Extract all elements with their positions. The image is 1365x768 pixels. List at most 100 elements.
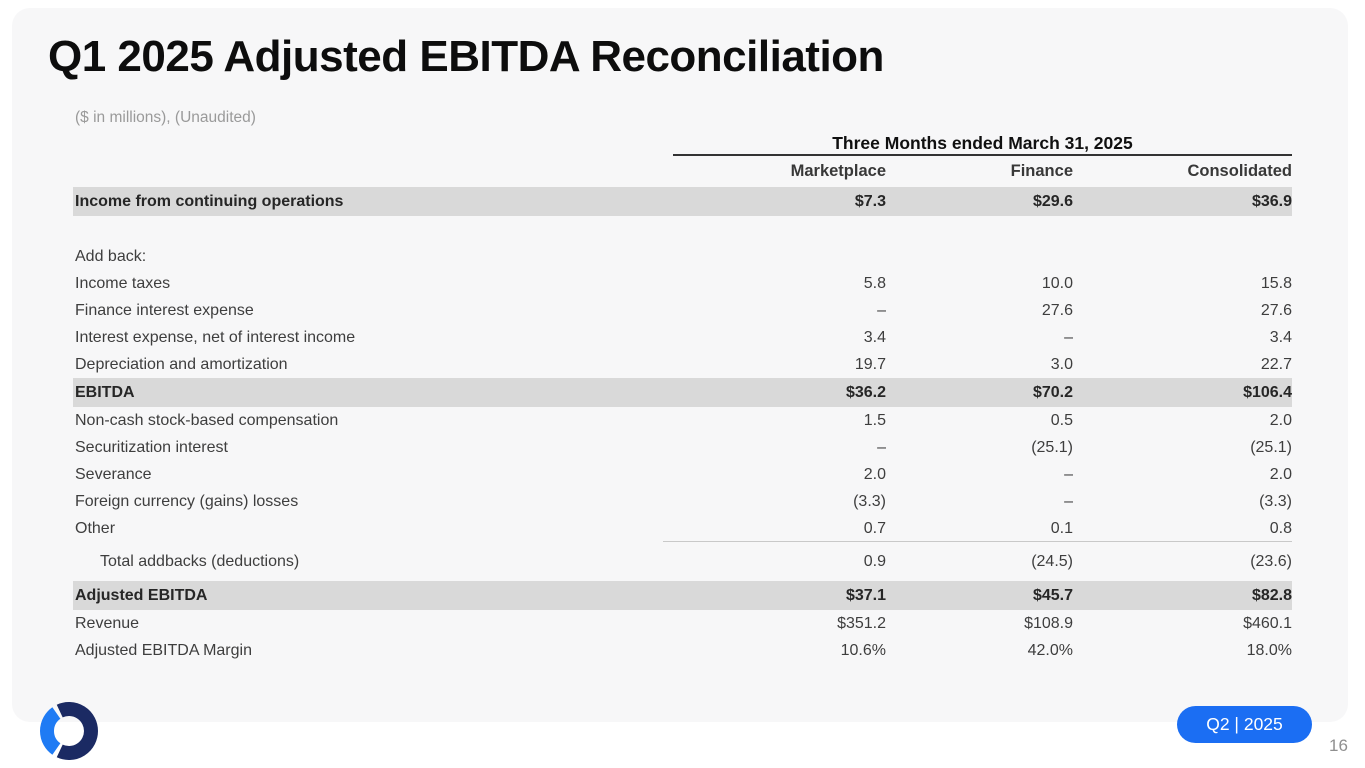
table-row: Non-cash stock-based compensation 1.5 0.5 2… <box>73 407 1292 434</box>
cell-marketplace: (3.3) <box>853 493 886 510</box>
table-row: Finance interest expense – 27.6 27.6 <box>73 297 1292 324</box>
cell-consolidated: 3.4 <box>1269 329 1292 346</box>
cell-finance: – <box>1064 493 1073 510</box>
row-label: Income from continuing operations <box>75 193 344 210</box>
table-row: Adjusted EBITDA $37.1 $45.7 $82.8 <box>73 581 1292 610</box>
cell-finance: $108.9 <box>1024 615 1073 632</box>
table-body: Income from continuing operations $7.3 $29… <box>73 187 1292 664</box>
table-row: Foreign currency (gains) losses (3.3) – (3.… <box>73 488 1292 515</box>
cell-finance: $29.6 <box>1032 193 1073 210</box>
cell-finance: 10.0 <box>1041 275 1073 292</box>
cell-finance: $70.2 <box>1032 384 1073 401</box>
table-row: Add back: <box>73 243 1292 270</box>
table-row: Income taxes 5.8 10.0 15.8 <box>73 270 1292 297</box>
cell-marketplace: $351.2 <box>837 615 886 632</box>
cell-finance: (24.5) <box>1031 553 1073 570</box>
row-label: Securitization interest <box>75 439 228 456</box>
cell-consolidated: (23.6) <box>1250 553 1292 570</box>
cell-finance: 3.0 <box>1050 356 1073 373</box>
row-label: Severance <box>75 466 152 483</box>
row-label: Income taxes <box>75 275 171 292</box>
cell-consolidated: 2.0 <box>1269 412 1292 429</box>
column-header-consolidated: Consolidated <box>1187 162 1292 180</box>
cell-consolidated: 22.7 <box>1260 356 1292 373</box>
cell-consolidated: (25.1) <box>1250 439 1292 456</box>
cell-marketplace: 19.7 <box>854 356 886 373</box>
cell-marketplace: 3.4 <box>863 329 886 346</box>
cell-consolidated: 0.8 <box>1269 520 1292 537</box>
row-label: EBITDA <box>75 384 135 401</box>
cell-consolidated: 2.0 <box>1269 466 1292 483</box>
cell-marketplace: $36.2 <box>845 384 886 401</box>
table-row: Other 0.7 0.1 0.8 <box>73 515 1292 542</box>
row-label: Total addbacks (deductions) <box>100 553 300 570</box>
slide-title: Q1 2025 Adjusted EBITDA Reconciliation <box>48 32 884 81</box>
cell-marketplace: 10.6% <box>840 642 886 659</box>
row-label: Other <box>75 520 116 537</box>
logo-ring-navy <box>56 702 98 760</box>
cell-marketplace <box>673 243 886 270</box>
cell-consolidated: $82.8 <box>1251 587 1292 604</box>
cell-finance: 0.1 <box>1050 520 1073 537</box>
period-header: Three Months ended March 31, 2025 <box>832 133 1133 153</box>
cell-consolidated: (3.3) <box>1259 493 1292 510</box>
table-row: Income from continuing operations $7.3 $29… <box>73 187 1292 216</box>
ebitda-reconciliation-table: Three Months ended March 31, 2025 Market… <box>73 133 1292 664</box>
cell-consolidated: 15.8 <box>1260 275 1292 292</box>
cell-finance <box>886 216 1073 243</box>
cell-finance: 27.6 <box>1041 302 1073 319</box>
period-header-underline: Three Months ended March 31, 2025 <box>673 133 1292 156</box>
table-row: Interest expense, net of interest income… <box>73 324 1292 351</box>
table-row: Depreciation and amortization 19.7 3.0 22.7 <box>73 351 1292 378</box>
column-header-row: Marketplace Finance Consolidated <box>73 156 1292 187</box>
cell-marketplace: 5.8 <box>863 275 886 292</box>
logo-ring-blue <box>40 707 61 755</box>
table-row: Total addbacks (deductions) 0.9 (24.5) (23.… <box>73 548 1292 575</box>
cell-marketplace: – <box>877 439 886 456</box>
cell-finance <box>886 243 1073 270</box>
row-label: Adjusted EBITDA <box>75 587 208 604</box>
cell-marketplace: 0.9 <box>863 553 886 570</box>
cell-consolidated: $106.4 <box>1243 384 1292 401</box>
cell-marketplace: 0.7 <box>863 520 886 537</box>
cell-marketplace: $7.3 <box>854 193 886 210</box>
cell-consolidated: 18.0% <box>1246 642 1292 659</box>
table-row: Severance 2.0 – 2.0 <box>73 461 1292 488</box>
quarter-badge[interactable]: Q2 | 2025 <box>1177 706 1312 743</box>
column-header-marketplace: Marketplace <box>790 162 886 180</box>
row-label: Add back: <box>75 248 147 265</box>
row-label: Adjusted EBITDA Margin <box>75 642 252 659</box>
table-row: Securitization interest – (25.1) (25.1) <box>73 434 1292 461</box>
cell-finance: 42.0% <box>1027 642 1073 659</box>
cell-finance: – <box>1064 329 1073 346</box>
table-row: Adjusted EBITDA Margin 10.6% 42.0% 18.0% <box>73 637 1292 664</box>
row-label: Depreciation and amortization <box>75 356 288 373</box>
cell-marketplace: 2.0 <box>863 466 886 483</box>
cell-consolidated: 27.6 <box>1260 302 1292 319</box>
cell-consolidated <box>1073 216 1292 243</box>
table-row: Revenue $351.2 $108.9 $460.1 <box>73 610 1292 637</box>
cell-consolidated: $460.1 <box>1243 615 1292 632</box>
cell-marketplace: – <box>877 302 886 319</box>
cell-finance: – <box>1064 466 1073 483</box>
row-label: Non-cash stock-based compensation <box>75 412 339 429</box>
cell-consolidated: $36.9 <box>1251 193 1292 210</box>
column-header-finance: Finance <box>1010 162 1073 180</box>
row-label <box>73 216 673 243</box>
table-spacer-row <box>73 216 1292 243</box>
subtotal-rule <box>663 541 1292 542</box>
slide-card: Q1 2025 Adjusted EBITDA Reconciliation (… <box>12 8 1348 722</box>
cell-consolidated <box>1073 243 1292 270</box>
cell-marketplace <box>673 216 886 243</box>
cell-marketplace: 1.5 <box>863 412 886 429</box>
cell-finance: 0.5 <box>1050 412 1073 429</box>
row-label: Interest expense, net of interest income <box>75 329 356 346</box>
cell-marketplace: $37.1 <box>845 587 886 604</box>
page-number: 16 <box>1329 736 1348 755</box>
row-label: Finance interest expense <box>75 302 254 319</box>
cell-finance: $45.7 <box>1032 587 1073 604</box>
table-row: EBITDA $36.2 $70.2 $106.4 <box>73 378 1292 407</box>
row-label: Revenue <box>75 615 140 632</box>
slide-subtitle: ($ in millions), (Unaudited) <box>75 109 256 126</box>
ring-logo-icon <box>40 702 98 760</box>
